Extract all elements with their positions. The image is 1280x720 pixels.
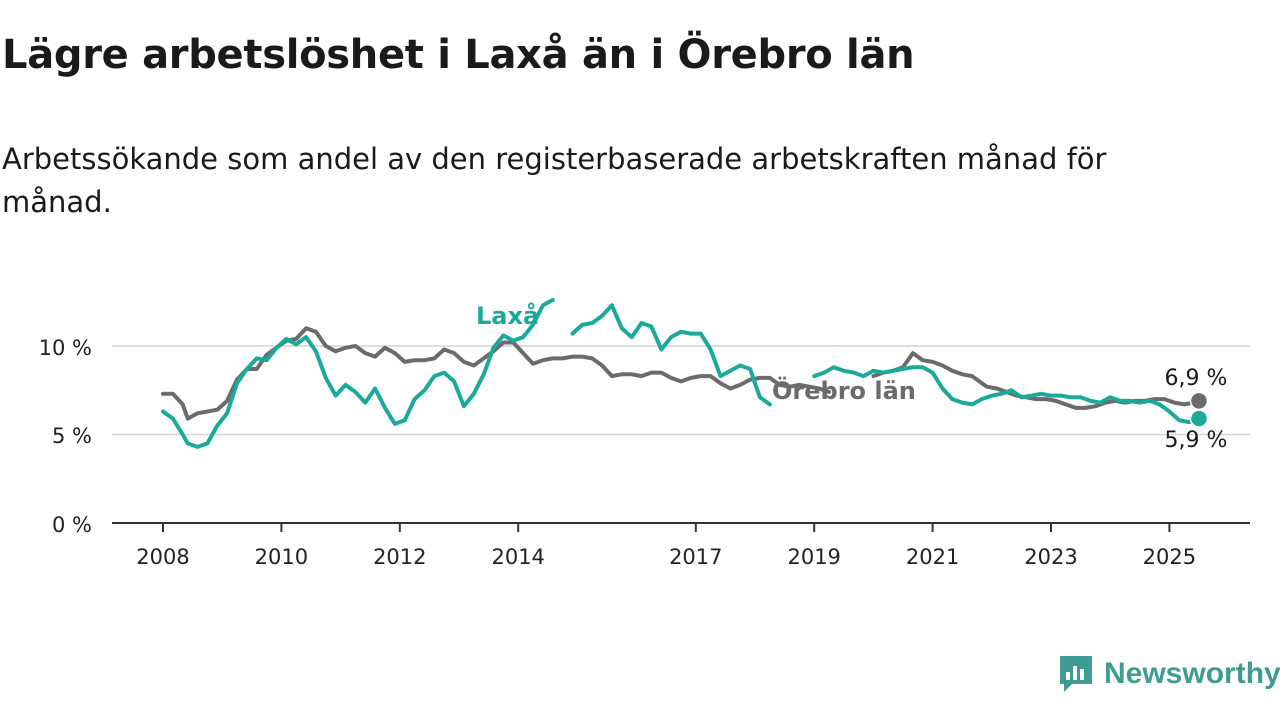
- y-axis-ticks: 0 % 5 % 10 %: [39, 336, 92, 537]
- end-marker-orebro: [1189, 391, 1209, 411]
- newsworthy-logo-icon: [1060, 656, 1092, 692]
- chart-subtitle: Arbetssökande som andel av den registerb…: [2, 142, 1107, 219]
- end-label-laxa: 5,9 %: [1165, 428, 1228, 453]
- x-tick-label: 2014: [491, 545, 544, 569]
- series-label-orebro: Örebro län: [772, 375, 916, 405]
- x-tick-label: 2017: [669, 545, 722, 569]
- series-label-laxa: Laxå: [476, 301, 539, 330]
- series-line-laxa: [812, 365, 1201, 425]
- end-label-orebro: 6,9 %: [1165, 366, 1228, 391]
- x-tick-label: 2010: [255, 545, 308, 569]
- chart-title: Lägre arbetslöshet i Laxå än i Örebro lä…: [2, 32, 915, 78]
- x-tick-label: 2012: [373, 545, 426, 569]
- end-markers: [1189, 391, 1209, 428]
- series-line-laxa: [161, 298, 555, 449]
- gridlines: [112, 345, 1250, 436]
- brand-name: Newsworthy: [1104, 657, 1280, 690]
- series-line-laxa: [570, 303, 772, 407]
- end-marker-laxa: [1189, 409, 1209, 428]
- newsworthy-brand: Newsworthy: [1058, 654, 1280, 694]
- y-tick-label: 5 %: [52, 424, 92, 448]
- x-tick-label: 2019: [787, 545, 840, 569]
- x-tick-label: 2023: [1024, 545, 1077, 569]
- y-tick-label: 0 %: [52, 513, 92, 537]
- x-tick-label: 2025: [1143, 545, 1196, 569]
- x-tick-label: 2008: [136, 545, 189, 569]
- x-axis-ticks: 2008 2010 2012 2014 2017 2019 2021 2023 2025: [136, 523, 1196, 569]
- x-tick-label: 2021: [906, 545, 959, 569]
- series-lines: [161, 298, 1201, 449]
- y-tick-label: 10 %: [39, 336, 92, 360]
